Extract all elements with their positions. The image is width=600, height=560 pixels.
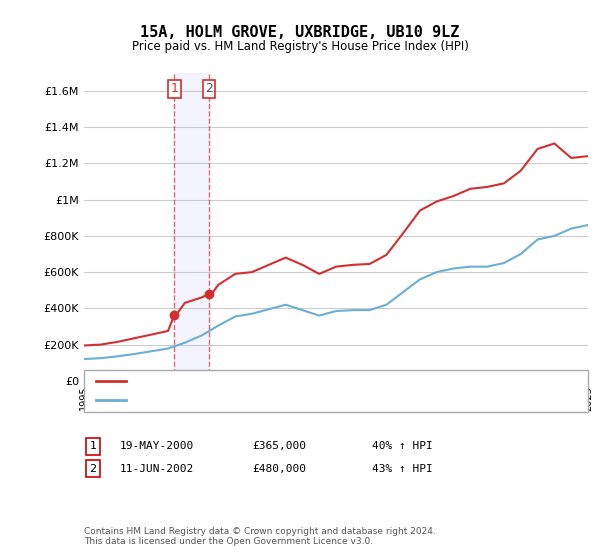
- Bar: [175, 73, 209, 381]
- Text: £480,000: £480,000: [252, 464, 306, 474]
- Text: 40% ↑ HPI: 40% ↑ HPI: [372, 441, 433, 451]
- Text: HPI: Average price, detached house, Hillingdon: HPI: Average price, detached house, Hill…: [132, 395, 377, 405]
- Text: 15A, HOLM GROVE, UXBRIDGE, UB10 9LZ (detached house): 15A, HOLM GROVE, UXBRIDGE, UB10 9LZ (det…: [132, 376, 443, 386]
- Text: 43% ↑ HPI: 43% ↑ HPI: [372, 464, 433, 474]
- Text: Contains HM Land Registry data © Crown copyright and database right 2024.
This d: Contains HM Land Registry data © Crown c…: [84, 526, 436, 546]
- Text: Price paid vs. HM Land Registry's House Price Index (HPI): Price paid vs. HM Land Registry's House …: [131, 40, 469, 53]
- Text: 15A, HOLM GROVE, UXBRIDGE, UB10 9LZ: 15A, HOLM GROVE, UXBRIDGE, UB10 9LZ: [140, 25, 460, 40]
- Text: 2: 2: [89, 464, 97, 474]
- Text: 19-MAY-2000: 19-MAY-2000: [120, 441, 194, 451]
- Text: 11-JUN-2002: 11-JUN-2002: [120, 464, 194, 474]
- Text: 1: 1: [170, 82, 178, 95]
- Text: £365,000: £365,000: [252, 441, 306, 451]
- Text: 2: 2: [205, 82, 213, 95]
- Text: 1: 1: [89, 441, 97, 451]
